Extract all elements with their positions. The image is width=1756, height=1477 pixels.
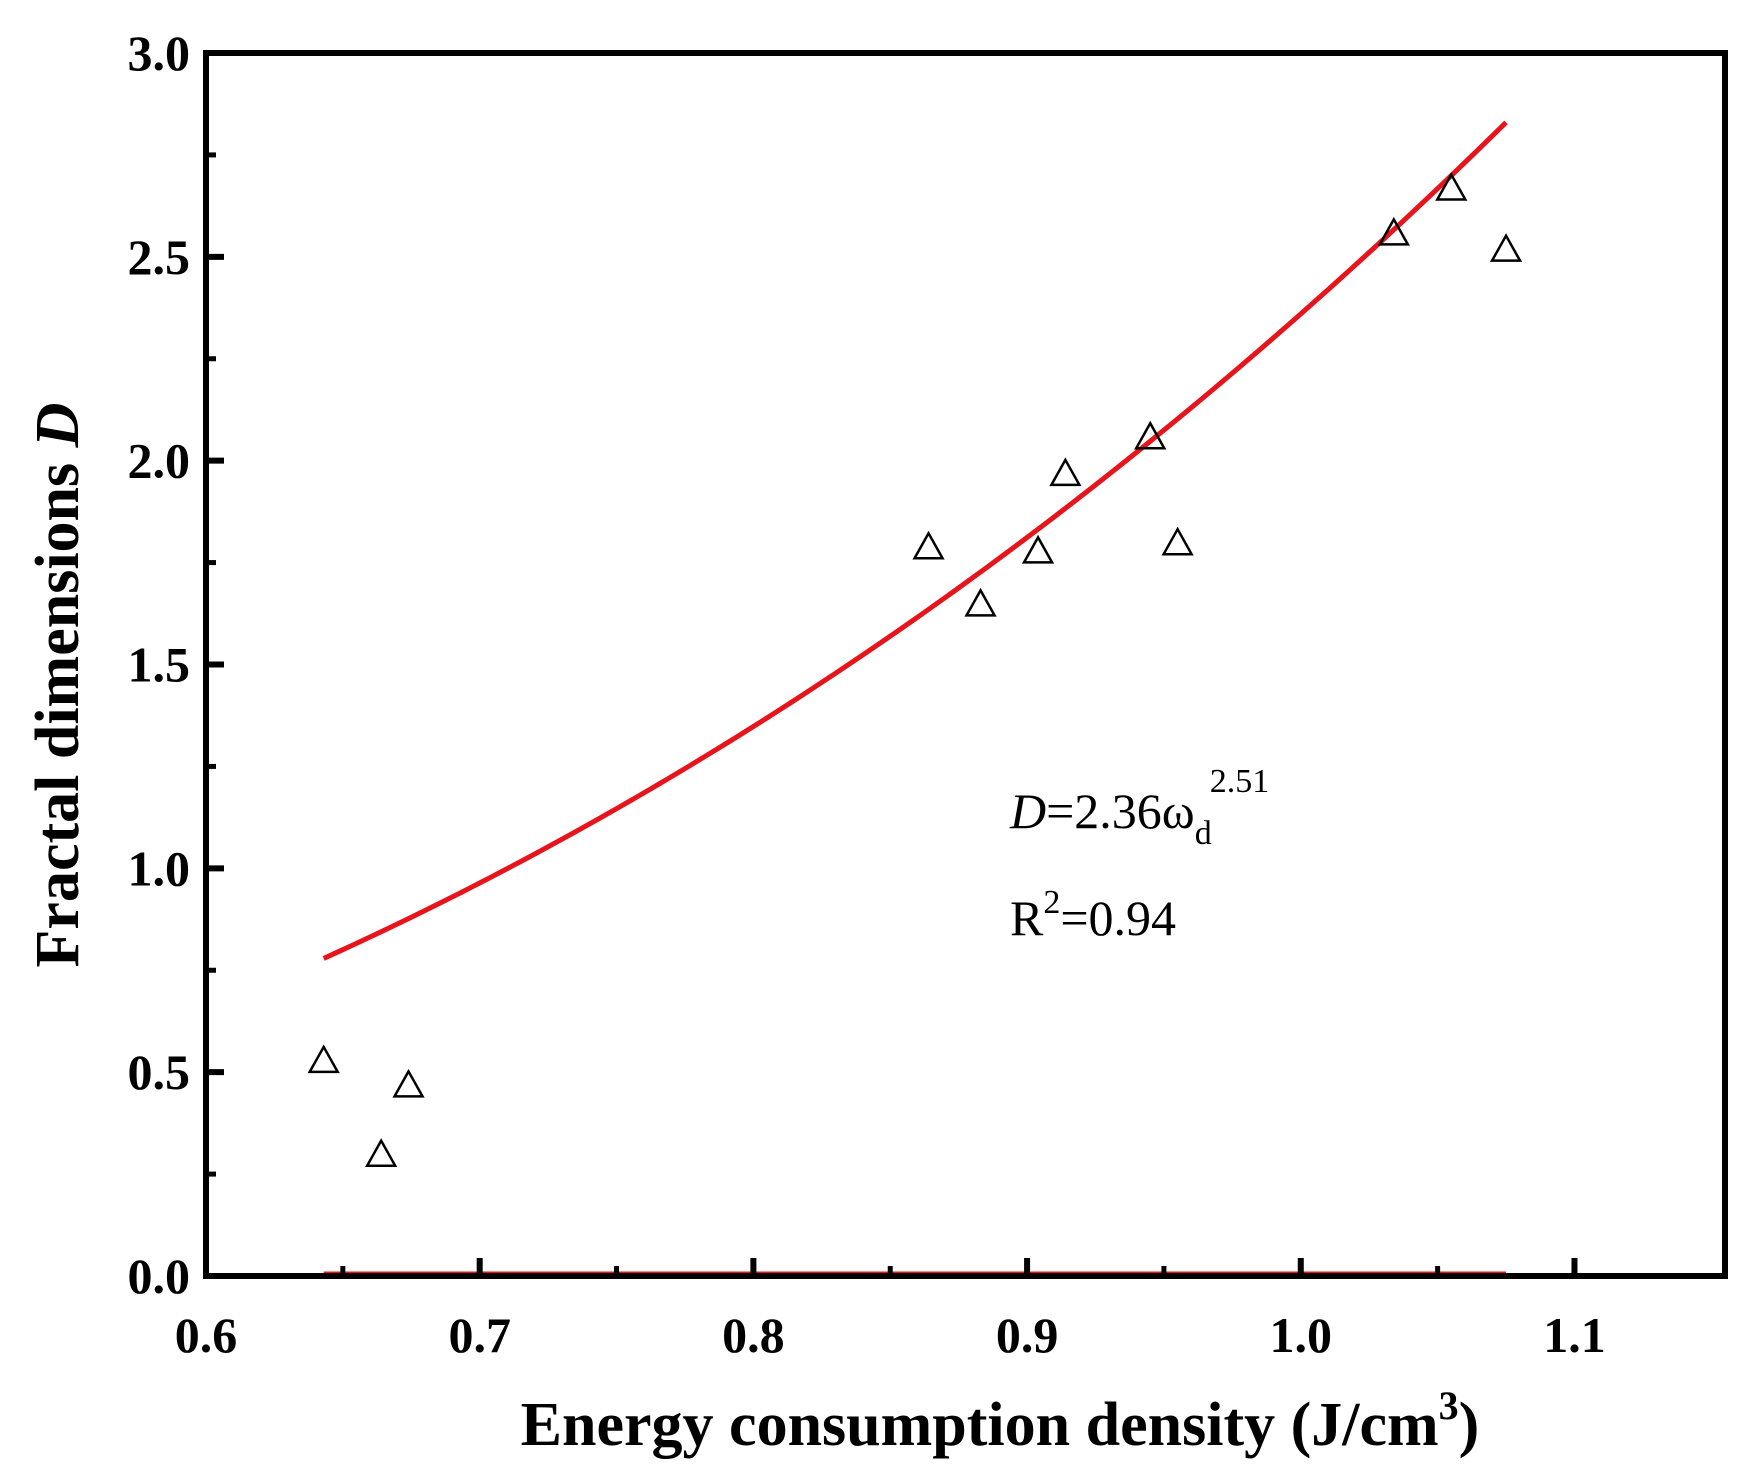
y-axis-title: Fractal dimensions D bbox=[24, 403, 92, 968]
points-layer bbox=[307, 171, 1523, 1167]
y-tick-label: 3.0 bbox=[128, 25, 191, 81]
fit-layer bbox=[322, 120, 1508, 961]
x-tick-label: 0.9 bbox=[996, 1307, 1059, 1363]
x-tick-label: 1.0 bbox=[1270, 1307, 1333, 1363]
r-squared-value: =0.94 bbox=[1060, 890, 1176, 946]
y-tick-label: 1.5 bbox=[128, 637, 191, 693]
fit-curve bbox=[322, 120, 1508, 961]
data-point bbox=[1161, 526, 1194, 556]
y-tick-label: 0.5 bbox=[128, 1044, 191, 1100]
data-point bbox=[1134, 420, 1167, 450]
fit-equation: D=2.36ωd 2.51 bbox=[1009, 763, 1269, 852]
plot-frame bbox=[203, 50, 1728, 1279]
x-ticks: 0.6 0.7 0.8 0.9 1.0 1.1 bbox=[175, 1258, 1606, 1363]
y-axis-title-text: Fractal dimensions bbox=[24, 447, 92, 967]
data-point bbox=[1435, 171, 1468, 201]
data-point bbox=[964, 587, 997, 617]
data-point bbox=[1049, 457, 1082, 487]
fit-equation-var: D bbox=[1009, 783, 1046, 839]
data-point bbox=[392, 1068, 425, 1098]
r-squared-sup: 2 bbox=[1043, 884, 1060, 921]
x-tick-label: 0.6 bbox=[175, 1307, 238, 1363]
data-point bbox=[1377, 216, 1410, 246]
data-point bbox=[1489, 233, 1523, 262]
y-tick-label: 1.0 bbox=[128, 840, 191, 896]
x-axis-title-text: Energy consumption density (J/cm bbox=[521, 1391, 1439, 1459]
y-ticks: 0.0 0.5 1.0 1.5 2.0 2.5 3.0 bbox=[128, 25, 224, 1304]
data-point bbox=[365, 1138, 398, 1167]
x-axis-title-close: ) bbox=[1459, 1391, 1480, 1459]
fit-equation-body: =2.36ω bbox=[1046, 783, 1195, 839]
r-squared-prefix: R bbox=[1010, 890, 1044, 946]
y-tick-label: 0.0 bbox=[128, 1248, 191, 1304]
y-tick-label: 2.0 bbox=[128, 433, 191, 489]
x-axis-title-sup: 3 bbox=[1439, 1383, 1459, 1428]
data-point bbox=[912, 530, 945, 560]
y-axis-title-var: D bbox=[24, 403, 92, 449]
x-tick-label: 1.1 bbox=[1543, 1307, 1606, 1363]
x-tick-label: 0.8 bbox=[722, 1307, 785, 1363]
x-axis-title: Energy consumption density (J/cm3) bbox=[521, 1383, 1480, 1459]
data-point bbox=[307, 1044, 340, 1074]
fit-equation-exponent: 2.51 bbox=[1210, 763, 1270, 800]
y-tick-label: 2.5 bbox=[128, 229, 191, 285]
x-tick-label: 0.7 bbox=[448, 1307, 511, 1363]
data-point bbox=[1021, 534, 1055, 564]
r-squared: R2=0.94 bbox=[1010, 884, 1176, 946]
fit-equation-subscript: d bbox=[1195, 815, 1212, 852]
